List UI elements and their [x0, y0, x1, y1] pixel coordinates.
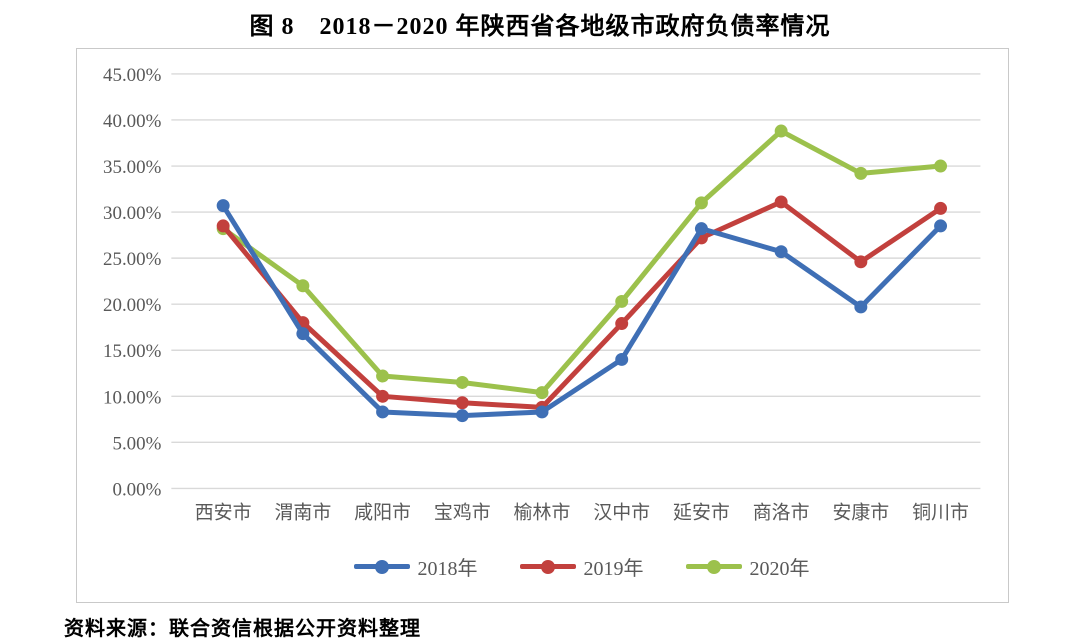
- svg-text:西安市: 西安市: [195, 501, 252, 523]
- svg-text:延安市: 延安市: [673, 501, 730, 523]
- legend-dot-2019-icon: [540, 559, 555, 574]
- svg-text:25.00%: 25.00%: [103, 249, 162, 270]
- legend-label-2020: 2020年: [749, 558, 810, 580]
- svg-text:宝鸡市: 宝鸡市: [434, 501, 491, 523]
- svg-text:20.00%: 20.00%: [103, 295, 162, 316]
- legend-line-marker-2020-icon: [685, 559, 742, 574]
- svg-text:咸阳市: 咸阳市: [354, 501, 411, 523]
- legend-item-2018: 2018年: [353, 552, 478, 581]
- legend-item-2019: 2019年: [519, 552, 644, 581]
- svg-text:榆林市: 榆林市: [514, 501, 571, 523]
- svg-text:汉中市: 汉中市: [593, 501, 650, 523]
- svg-text:45.00%: 45.00%: [103, 65, 162, 86]
- legend-line-marker-2018-icon: [353, 559, 410, 574]
- svg-text:30.00%: 30.00%: [103, 203, 162, 224]
- line-chart: 0.00% 5.00% 10.00% 15.00% 20.00% 25.00% 30.00%…: [103, 65, 981, 523]
- svg-text:35.00%: 35.00%: [103, 157, 162, 178]
- source-note: 资料来源：联合资信根据公开资料整理: [64, 618, 421, 640]
- legend-dot-2020-icon: [706, 559, 721, 574]
- svg-text:10.00%: 10.00%: [103, 387, 162, 408]
- legend-label-2018: 2018年: [417, 558, 478, 580]
- svg-text:0.00%: 0.00%: [112, 479, 161, 500]
- legend-item-2020: 2020年: [685, 552, 810, 581]
- svg-text:安康市: 安康市: [832, 501, 889, 523]
- svg-text:铜川市: 铜川市: [912, 501, 969, 523]
- svg-text:40.00%: 40.00%: [103, 111, 162, 132]
- svg-text:15.00%: 15.00%: [103, 341, 162, 362]
- svg-text:渭南市: 渭南市: [274, 501, 331, 523]
- svg-text:商洛市: 商洛市: [753, 501, 810, 523]
- legend-dot-2018-icon: [374, 559, 389, 574]
- legend-label-2019: 2019年: [583, 558, 644, 580]
- svg-text:5.00%: 5.00%: [112, 433, 161, 454]
- chart-container: 0.00% 5.00% 10.00% 15.00% 20.00% 25.00% 30.00%…: [76, 48, 1009, 603]
- chart-legend: 2018年 2019年 2020年: [77, 552, 1008, 581]
- legend-line-marker-2019-icon: [519, 559, 576, 574]
- figure-title: 图 8 2018－2020 年陕西省各地级市政府负债率情况: [249, 14, 831, 40]
